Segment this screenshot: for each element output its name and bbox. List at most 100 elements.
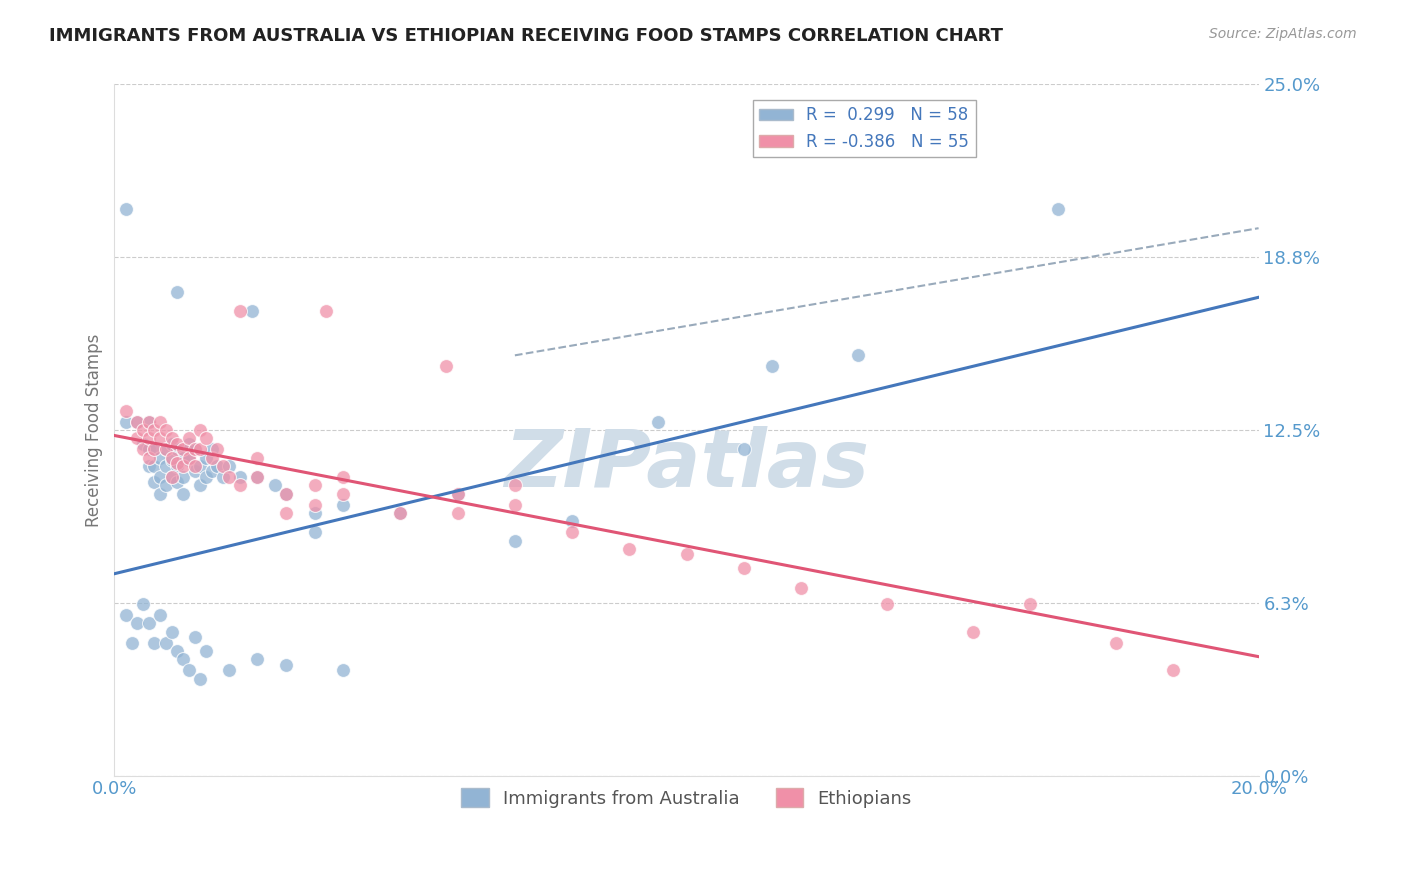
Point	[166, 475, 188, 490]
Point	[304, 498, 326, 512]
Point	[274, 486, 297, 500]
Point	[188, 458, 211, 473]
Point	[246, 450, 269, 465]
Point	[194, 431, 217, 445]
Point	[201, 465, 224, 479]
Point	[846, 348, 869, 362]
Point	[503, 478, 526, 492]
Point	[188, 423, 211, 437]
Point	[246, 652, 269, 666]
Point	[155, 458, 177, 473]
Point	[172, 652, 194, 666]
Point	[561, 525, 583, 540]
Point	[1018, 597, 1040, 611]
Point	[183, 442, 205, 457]
Point	[160, 470, 183, 484]
Point	[166, 456, 188, 470]
Point	[160, 450, 183, 465]
Point	[138, 415, 160, 429]
Point	[201, 442, 224, 457]
Point	[138, 415, 160, 429]
Point	[160, 431, 183, 445]
Point	[790, 581, 813, 595]
Point	[177, 431, 200, 445]
Point	[229, 304, 252, 318]
Point	[149, 608, 172, 623]
Point	[389, 506, 412, 520]
Point	[138, 616, 160, 631]
Point	[876, 597, 898, 611]
Point	[183, 465, 205, 479]
Point	[127, 415, 149, 429]
Point	[389, 506, 412, 520]
Point	[447, 486, 470, 500]
Point	[332, 470, 354, 484]
Point	[229, 478, 252, 492]
Point	[733, 561, 755, 575]
Point	[115, 202, 138, 216]
Point	[132, 437, 155, 451]
Point	[115, 403, 138, 417]
Point	[201, 450, 224, 465]
Point	[132, 442, 155, 457]
Point	[160, 624, 183, 639]
Point	[1104, 636, 1126, 650]
Point	[172, 470, 194, 484]
Point	[143, 475, 166, 490]
Point	[138, 431, 160, 445]
Point	[304, 525, 326, 540]
Point	[188, 672, 211, 686]
Point	[138, 450, 160, 465]
Point	[447, 506, 470, 520]
Point	[149, 415, 172, 429]
Point	[160, 437, 183, 451]
Point	[218, 664, 240, 678]
Point	[155, 636, 177, 650]
Point	[172, 486, 194, 500]
Point	[155, 478, 177, 492]
Point	[132, 597, 155, 611]
Point	[127, 616, 149, 631]
Point	[315, 304, 337, 318]
Point	[194, 470, 217, 484]
Point	[166, 437, 188, 451]
Point	[1161, 664, 1184, 678]
Point	[149, 470, 172, 484]
Text: IMMIGRANTS FROM AUSTRALIA VS ETHIOPIAN RECEIVING FOOD STAMPS CORRELATION CHART: IMMIGRANTS FROM AUSTRALIA VS ETHIOPIAN R…	[49, 27, 1004, 45]
Point	[183, 630, 205, 644]
Point	[274, 486, 297, 500]
Point	[561, 514, 583, 528]
Point	[138, 458, 160, 473]
Point	[761, 359, 783, 374]
Point	[274, 506, 297, 520]
Point	[143, 458, 166, 473]
Point	[218, 470, 240, 484]
Point	[194, 644, 217, 658]
Point	[304, 506, 326, 520]
Point	[194, 450, 217, 465]
Point	[263, 478, 285, 492]
Point	[332, 486, 354, 500]
Point	[160, 453, 183, 467]
Point	[166, 644, 188, 658]
Point	[166, 442, 188, 457]
Point	[177, 664, 200, 678]
Point	[160, 470, 183, 484]
Point	[207, 458, 229, 473]
Point	[177, 450, 200, 465]
Point	[172, 458, 194, 473]
Point	[143, 442, 166, 457]
Point	[155, 442, 177, 457]
Point	[229, 470, 252, 484]
Point	[207, 442, 229, 457]
Point	[733, 442, 755, 457]
Point	[121, 636, 143, 650]
Point	[503, 498, 526, 512]
Point	[246, 470, 269, 484]
Point	[143, 636, 166, 650]
Point	[304, 478, 326, 492]
Point	[166, 285, 188, 299]
Point	[127, 415, 149, 429]
Point	[503, 533, 526, 548]
Point	[218, 458, 240, 473]
